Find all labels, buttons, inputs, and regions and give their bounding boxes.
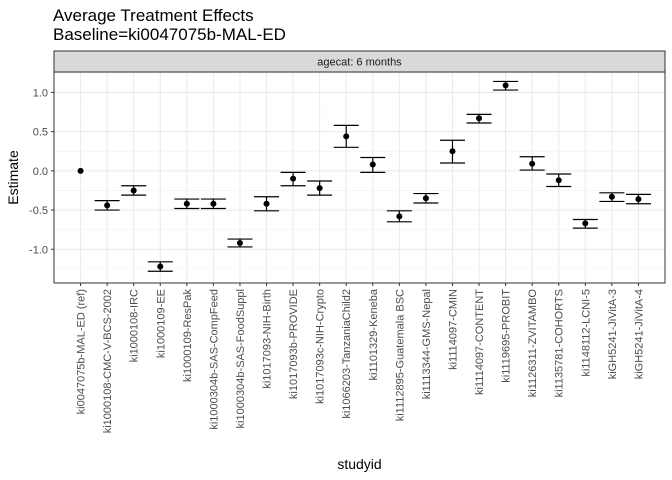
estimate-point — [77, 167, 84, 174]
estimate-point — [157, 263, 164, 270]
estimate-point — [635, 196, 642, 203]
x-tick-label: ki1101329-Keneba — [368, 288, 380, 380]
x-axis-title: studyid — [337, 456, 381, 472]
x-tick-label: ki1112895-Guatemala BSC — [394, 289, 406, 421]
x-tick-label: ki1113344-GMS-Nepal — [421, 289, 433, 399]
plot-panel — [54, 72, 665, 283]
estimate-point — [263, 200, 270, 207]
x-tick-label: ki1000108-IRC — [129, 289, 141, 362]
estimate-point — [582, 220, 589, 227]
estimate-point — [343, 133, 350, 140]
estimate-point — [422, 195, 429, 202]
estimate-point — [290, 175, 297, 182]
grid-lines — [54, 72, 665, 283]
estimate-point — [555, 177, 562, 184]
x-tick-label: ki1066203-TanzaniaChild2 — [341, 289, 353, 419]
x-tick-label: ki1000109-ResPak — [182, 289, 194, 382]
estimate-point — [183, 200, 190, 207]
x-tick-label: ki1000304b-SAS-FoodSuppl — [235, 289, 247, 428]
estimate-point — [104, 202, 111, 209]
x-tick-label: ki1114097-CONTENT — [474, 289, 486, 395]
y-tick-label: 0.0 — [33, 166, 48, 178]
plot-panel-border — [53, 71, 666, 284]
x-axis: ki0047075b-MAL-ED (ref) ki1000108-CMC-V-B… — [76, 283, 645, 433]
x-tick-label: ki1148112-LCNI-5 — [580, 289, 592, 377]
x-tick-label: ki1126311-ZVITAMBO — [527, 289, 539, 398]
x-tick-label: ki1000108-CMC-V-BCS-2002 — [102, 289, 114, 433]
x-tick-label: ki1119695-PROBIT — [501, 289, 513, 383]
x-tick-label: ki1135781-COHORTS — [554, 289, 566, 397]
x-tick-label: ki1017093-NIH-Birth — [262, 289, 274, 389]
y-tick-label: 0.5 — [33, 127, 48, 139]
x-tick-label: ki1114097-CMIN — [447, 289, 459, 370]
estimate-point — [130, 187, 137, 194]
x-tick-label: ki1017093b-PROVIDE — [288, 289, 300, 399]
estimate-point — [369, 161, 376, 168]
x-tick-label: ki0047075b-MAL-ED (ref) — [76, 289, 88, 414]
estimate-point — [476, 115, 483, 122]
x-tick-label: kiGH5241-JiVitA-4 — [633, 289, 645, 379]
y-tick-label: 1.0 — [33, 87, 48, 99]
data-marks — [77, 80, 651, 272]
chart-subtitle: Baseline=ki0047075b-MAL-ED — [53, 25, 286, 44]
estimate-point — [316, 185, 323, 192]
chart-title: Average Treatment Effects — [53, 6, 254, 25]
estimate-point — [502, 82, 509, 89]
estimate-point — [608, 193, 615, 200]
facet-strip-label: agecat: 6 months — [317, 57, 402, 69]
x-tick-label: ki1000304b-SAS-CompFeed — [208, 289, 220, 430]
estimate-point — [236, 239, 243, 246]
y-tick-label: -1.0 — [29, 244, 48, 256]
estimate-point — [396, 213, 403, 220]
y-axis: -1.0 -0.5 0.0 0.5 1.0 — [29, 87, 54, 256]
estimate-point — [529, 160, 536, 167]
y-axis-title: Estimate — [5, 150, 21, 205]
y-tick-label: -0.5 — [29, 205, 48, 217]
x-tick-label: ki1000109-EE — [155, 289, 167, 358]
x-tick-label: ki1017093c-NIH-Crypto — [315, 289, 327, 404]
estimate-point — [449, 148, 456, 155]
estimate-point — [210, 200, 217, 207]
x-tick-label: kiGH5241-JiVitA-3 — [607, 289, 619, 379]
